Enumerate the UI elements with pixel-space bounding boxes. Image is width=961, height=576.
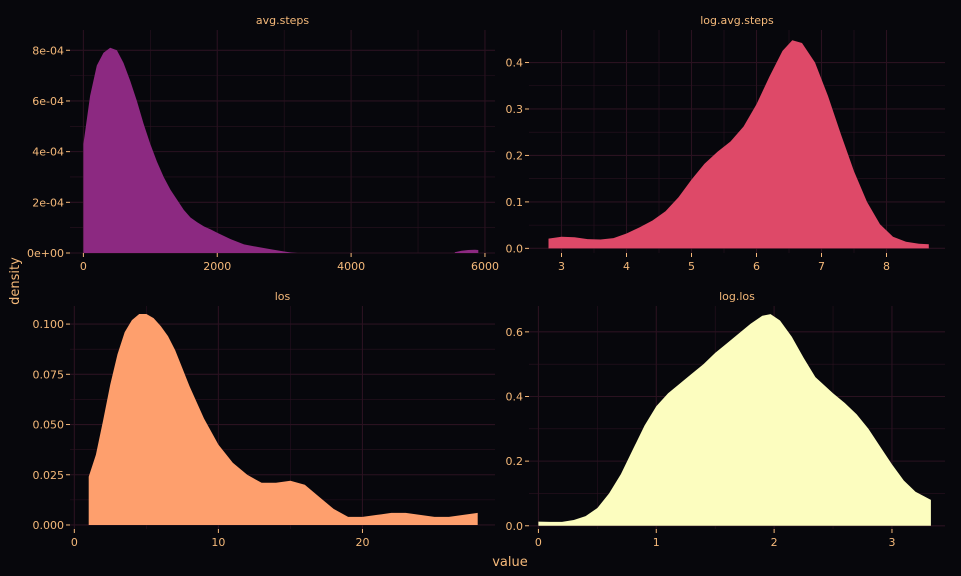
x-tick-label: 6000 xyxy=(471,260,499,273)
density-area xyxy=(454,249,479,253)
y-axis-label: density xyxy=(8,257,23,305)
y-tick-label: 0.2 xyxy=(506,455,524,468)
x-tick-label: 2000 xyxy=(203,260,231,273)
y-tick-label: 0.050 xyxy=(33,419,65,432)
y-tick-label: 0.2 xyxy=(506,149,524,162)
x-tick-label: 6 xyxy=(753,260,760,273)
x-tick-label: 5 xyxy=(688,260,695,273)
y-tick-label: 2e-04 xyxy=(32,196,64,209)
y-tick-label: 0.4 xyxy=(506,57,524,70)
x-tick-label: 0 xyxy=(80,260,87,273)
y-tick-label: 0.0 xyxy=(506,242,524,255)
y-tick-label: 0.0 xyxy=(506,520,524,533)
density-area xyxy=(538,314,931,526)
x-tick-label: 1 xyxy=(653,536,660,549)
y-tick-label: 0.025 xyxy=(33,469,65,482)
x-tick-label: 2 xyxy=(771,536,778,549)
y-tick-label: 0.100 xyxy=(33,318,65,331)
panel-los: 0 10 20 0.000 0.025 0.050 0.075 0.100 los xyxy=(33,290,495,549)
facet-title: los xyxy=(275,290,291,303)
y-tick-label: 0.1 xyxy=(506,196,524,209)
y-tick-label: 0e+00 xyxy=(27,247,64,260)
panel-log-avg-steps: 3 4 5 6 7 8 0.0 0.1 0.2 0.3 0.4 log.avg.steps xyxy=(506,14,945,273)
y-tick-label: 0.6 xyxy=(506,326,524,339)
x-tick-label: 10 xyxy=(211,536,225,549)
y-tick-label: 0.4 xyxy=(506,390,524,403)
facet-title: log.los xyxy=(719,290,755,303)
y-tick-label: 0.3 xyxy=(506,103,524,116)
density-area xyxy=(88,314,478,525)
y-tick-label: 0.075 xyxy=(33,368,65,381)
facet-title: avg.steps xyxy=(256,14,310,27)
y-tick-label: 4e-04 xyxy=(32,146,64,159)
x-tick-label: 4000 xyxy=(337,260,365,273)
y-tick-label: 6e-04 xyxy=(32,95,64,108)
x-tick-label: 3 xyxy=(888,536,895,549)
y-tick-label: 8e-04 xyxy=(32,44,64,57)
density-area xyxy=(83,47,298,254)
facet-title: log.avg.steps xyxy=(700,14,774,27)
x-tick-label: 0 xyxy=(71,536,78,549)
panel-avg-steps: 0 2000 4000 6000 0e+00 2e-04 4e-04 6e-04 8e-04 av… xyxy=(27,14,499,273)
panel-log-los: 0 1 2 3 0.0 0.2 0.4 0.6 log.los xyxy=(506,290,945,549)
x-tick-label: 3 xyxy=(558,260,565,273)
density-area xyxy=(548,40,929,249)
y-tick-label: 0.000 xyxy=(33,519,65,532)
x-axis-label: value xyxy=(492,555,528,570)
x-tick-label: 8 xyxy=(883,260,890,273)
x-tick-label: 20 xyxy=(355,536,369,549)
x-tick-label: 0 xyxy=(535,536,542,549)
x-tick-label: 4 xyxy=(623,260,630,273)
x-tick-label: 7 xyxy=(818,260,825,273)
